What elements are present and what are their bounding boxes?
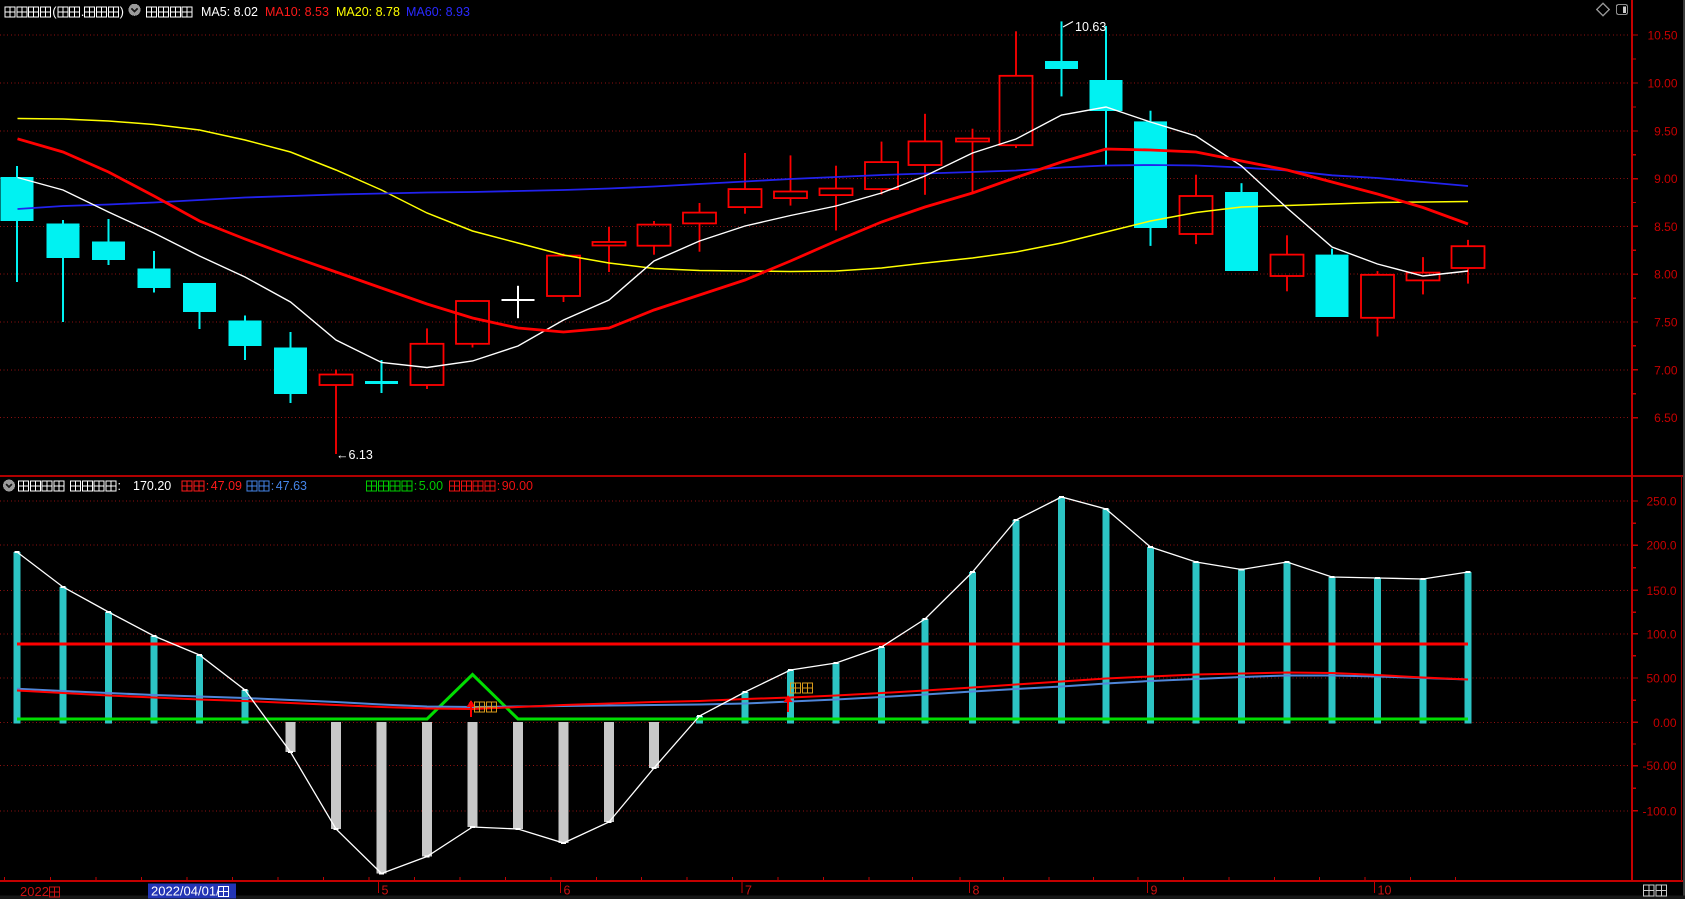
svg-text::: : xyxy=(206,479,209,493)
svg-text:9: 9 xyxy=(1151,884,1158,898)
svg-text:←6.13: ←6.13 xyxy=(336,448,373,462)
svg-text:100.0: 100.0 xyxy=(1646,627,1676,641)
svg-text:47.63: 47.63 xyxy=(276,479,307,493)
svg-text:200.0: 200.0 xyxy=(1646,539,1676,553)
svg-text:50.00: 50.00 xyxy=(1646,672,1676,686)
svg-text:-100.0: -100.0 xyxy=(1642,804,1676,818)
svg-text:): ) xyxy=(120,4,124,19)
svg-text:8.00: 8.00 xyxy=(1654,268,1678,282)
svg-text:7: 7 xyxy=(745,884,752,898)
svg-text:0.00: 0.00 xyxy=(1653,716,1677,730)
svg-text:9.50: 9.50 xyxy=(1654,125,1678,139)
svg-text:8.50: 8.50 xyxy=(1654,220,1678,234)
svg-text:MA10: 8.53: MA10: 8.53 xyxy=(265,5,329,19)
svg-text:MA5: 8.02: MA5: 8.02 xyxy=(201,5,258,19)
svg-text:5.00: 5.00 xyxy=(419,479,443,493)
svg-text:170.20: 170.20 xyxy=(133,479,171,493)
svg-text:47.09: 47.09 xyxy=(211,479,242,493)
svg-text:.: . xyxy=(81,4,85,19)
svg-text::: : xyxy=(414,479,417,493)
svg-text:6: 6 xyxy=(564,884,571,898)
svg-text:9.00: 9.00 xyxy=(1654,172,1678,186)
svg-text:-50.00: -50.00 xyxy=(1642,759,1676,773)
svg-text:7.50: 7.50 xyxy=(1654,316,1678,330)
svg-text:2022: 2022 xyxy=(20,884,49,899)
svg-text::: : xyxy=(497,479,500,493)
svg-text:MA60: 8.93: MA60: 8.93 xyxy=(406,5,470,19)
svg-text:5: 5 xyxy=(382,884,389,898)
svg-text:10.63: 10.63 xyxy=(1075,20,1106,34)
svg-text:8: 8 xyxy=(973,884,980,898)
svg-text:10.50: 10.50 xyxy=(1647,29,1677,43)
svg-text:10: 10 xyxy=(1378,884,1392,898)
svg-text:90.00: 90.00 xyxy=(502,479,533,493)
svg-text:6.50: 6.50 xyxy=(1654,411,1678,425)
svg-text:(: ( xyxy=(52,4,57,19)
svg-text::: : xyxy=(271,479,274,493)
svg-text:150.0: 150.0 xyxy=(1646,584,1676,598)
svg-text:10.00: 10.00 xyxy=(1647,77,1677,91)
svg-text:250.0: 250.0 xyxy=(1646,495,1676,509)
svg-text:MA20: 8.78: MA20: 8.78 xyxy=(336,5,400,19)
svg-text:7.00: 7.00 xyxy=(1654,363,1678,377)
svg-text::: : xyxy=(118,479,121,493)
svg-text:2022/04/01/: 2022/04/01/ xyxy=(151,884,220,899)
